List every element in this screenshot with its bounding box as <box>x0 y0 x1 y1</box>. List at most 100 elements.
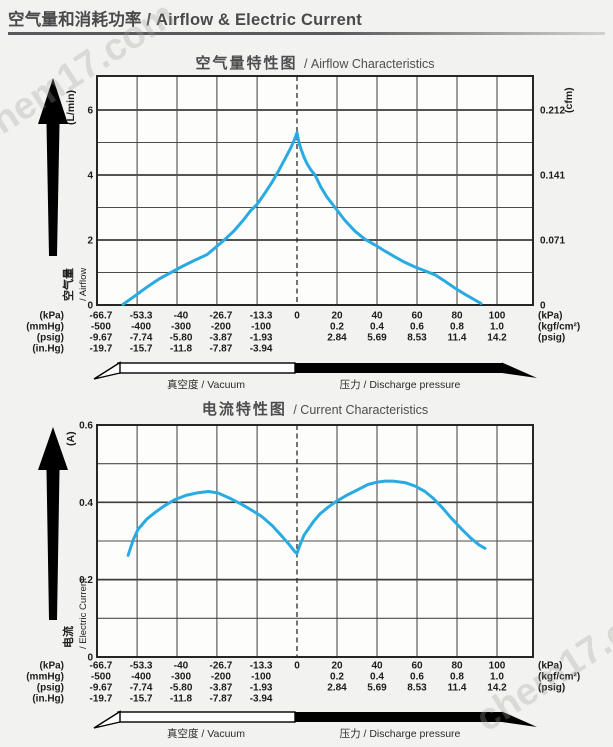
x-tick-label: 20 <box>331 661 343 672</box>
airflow-plot-border <box>96 75 534 306</box>
x-tick-label: -26.7 <box>210 661 233 672</box>
airflow-chart-title-en: / Airflow Characteristics <box>300 57 435 71</box>
x-axis-row-unit-left: (psig) <box>37 683 64 694</box>
x-axis-row-unit-left: (mmHg) <box>26 672 64 683</box>
x-axis-row-unit-left: (kPa) <box>40 311 64 322</box>
x-axis-row-unit-right: (kgf/cm²) <box>538 672 580 683</box>
x-tick-label: -3.87 <box>210 333 233 344</box>
x-tick-label: 14.2 <box>487 683 507 694</box>
x-tick-label: -300 <box>171 322 191 333</box>
vacuum-range-label-current: 真空度 / Vacuum <box>167 728 245 740</box>
airflow-chart-title-cn: 空气量特性图 <box>195 55 298 72</box>
x-axis-row-unit-right: (psig) <box>538 683 565 694</box>
x-tick-label: 11.4 <box>448 683 467 694</box>
vacuum-arrowhead <box>93 361 121 380</box>
x-tick-label: 8.53 <box>407 333 427 344</box>
x-axis-row-unit-right: (psig) <box>538 333 565 344</box>
x-tick-label: -200 <box>211 322 231 333</box>
vacuum-range-bar <box>117 362 296 374</box>
x-tick-label: -200 <box>211 672 231 683</box>
x-tick-label: 0.4 <box>370 322 384 333</box>
header-rule <box>8 32 605 35</box>
y-tick-label-left: 2 <box>87 236 93 247</box>
x-tick-label: -19.7 <box>90 344 113 355</box>
y-axis-name-cn: 空气量 <box>61 268 75 301</box>
x-tick-label: -500 <box>91 322 111 333</box>
y-tick-label-left: 4 <box>87 171 93 182</box>
x-tick-label: -3.87 <box>210 683 233 694</box>
pressure-range-bar <box>295 712 503 722</box>
y-tick-label-left: 6 <box>87 106 93 117</box>
airflow-chart-title: 空气量特性图 / Airflow Characteristics <box>97 52 533 73</box>
x-tick-label: -9.67 <box>90 683 113 694</box>
x-axis-row-unit-right: (kPa) <box>538 661 562 672</box>
x-tick-label: 0.8 <box>450 322 464 333</box>
x-tick-label: -7.74 <box>130 333 153 344</box>
x-tick-label: -500 <box>91 672 111 683</box>
x-tick-label: 60 <box>411 661 423 672</box>
pressure-range-bar <box>295 363 503 373</box>
x-tick-label: 0 <box>294 311 300 322</box>
x-tick-label: 0 <box>294 661 300 672</box>
x-tick-label: 40 <box>371 311 383 322</box>
x-tick-label: -100 <box>251 322 271 333</box>
current-chart-title-cn: 电流特性图 <box>201 401 287 418</box>
y-tick-label-right: 0.141 <box>540 171 565 182</box>
x-tick-label: -100 <box>251 672 271 683</box>
y-tick-label-right: 0 <box>540 301 546 312</box>
x-tick-label: -1.93 <box>250 333 273 344</box>
y-axis-arrow <box>38 78 68 256</box>
y-tick-label-right: 0.212 <box>540 106 565 117</box>
x-axis-row-unit-left: (in.Hg) <box>32 694 64 705</box>
pressure-arrowhead <box>502 711 537 727</box>
x-tick-label: -1.93 <box>250 683 273 694</box>
x-tick-label: 20 <box>331 311 343 322</box>
y-axis-unit-right: (cfm) <box>563 87 575 113</box>
x-tick-label: 80 <box>451 311 463 322</box>
x-tick-label: -40 <box>174 661 189 672</box>
current-curve <box>126 479 487 557</box>
y-axis-unit-left: (A) <box>65 431 77 446</box>
x-tick-label: -7.87 <box>210 344 233 355</box>
x-tick-label: 5.69 <box>367 683 387 694</box>
x-tick-label: 5.69 <box>367 333 387 344</box>
x-tick-label: -66.7 <box>90 661 113 672</box>
x-tick-label: 0.2 <box>330 322 344 333</box>
x-tick-label: 100 <box>489 311 506 322</box>
x-tick-label: 80 <box>451 661 463 672</box>
x-tick-label: -13.3 <box>250 311 273 322</box>
x-tick-label: 40 <box>371 661 383 672</box>
x-tick-label: 14.2 <box>487 333 507 344</box>
y-tick-label-left: 0 <box>87 653 93 664</box>
x-tick-label: -9.67 <box>90 333 113 344</box>
x-tick-label: -40 <box>174 311 189 322</box>
page-title: 空气量和消耗功率 / Airflow & Electric Current <box>8 11 362 29</box>
x-tick-label: -300 <box>171 672 191 683</box>
airflow-plot-area <box>97 76 533 305</box>
x-tick-label: -53.3 <box>130 661 153 672</box>
x-tick-label: 11.4 <box>448 333 467 344</box>
pressure-arrowhead <box>502 362 537 378</box>
y-tick-label-left: 0 <box>87 301 93 312</box>
x-axis-row-unit-left: (in.Hg) <box>32 344 64 355</box>
x-tick-label: -7.74 <box>130 683 153 694</box>
x-tick-label: 8.53 <box>407 683 427 694</box>
x-tick-label: -11.8 <box>170 694 193 705</box>
x-tick-label: -400 <box>131 322 151 333</box>
vacuum-range-bar <box>117 711 296 723</box>
x-tick-label: -5.80 <box>170 683 193 694</box>
x-tick-label: -400 <box>131 672 151 683</box>
y-tick-label-right: 0.071 <box>540 236 565 247</box>
vacuum-arrowhead <box>93 710 121 729</box>
x-tick-label: 0.2 <box>330 672 344 683</box>
y-axis-name-cn: 电流 <box>61 626 75 648</box>
x-axis-row-unit-right: (kPa) <box>538 311 562 322</box>
x-axis-row-unit-left: (psig) <box>37 333 64 344</box>
x-tick-label: 100 <box>489 661 506 672</box>
x-tick-label: 0.6 <box>410 322 424 333</box>
x-tick-label: 2.84 <box>327 333 347 344</box>
current-chart-title-en: / Current Characteristics <box>289 403 429 417</box>
y-tick-label-left: 0.2 <box>79 575 93 586</box>
airflow-curve <box>121 131 483 306</box>
x-axis-row-unit-left: (kPa) <box>40 661 64 672</box>
